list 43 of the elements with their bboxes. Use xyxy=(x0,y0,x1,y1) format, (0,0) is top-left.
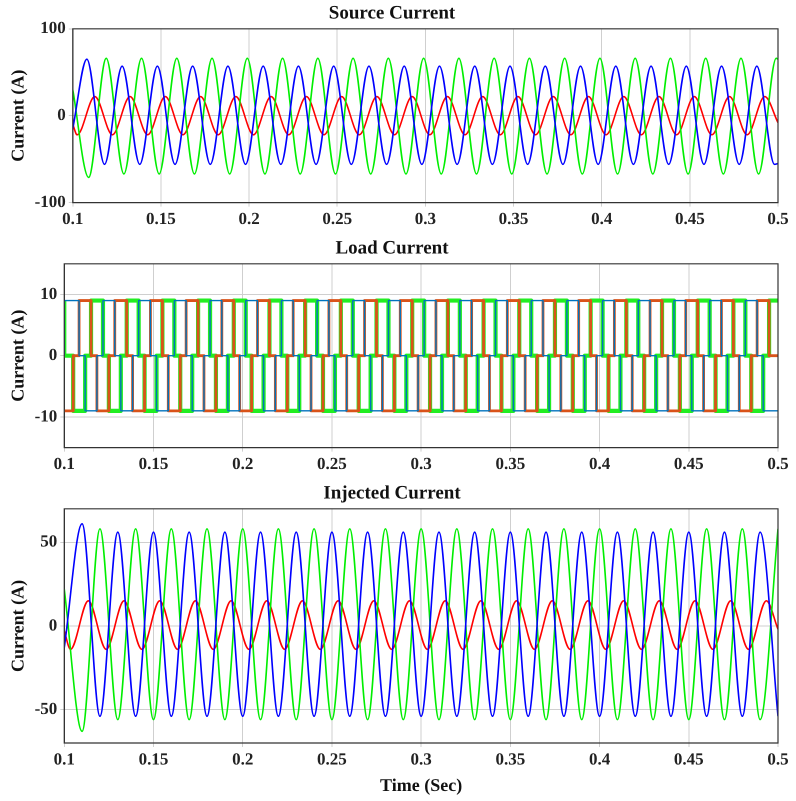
y-tick-label: 0 xyxy=(48,345,58,364)
y-tick-label: 0 xyxy=(48,615,58,634)
x-tick-label: 0.45 xyxy=(674,454,704,474)
y-tick-label: 50 xyxy=(40,532,58,551)
x-tick-label: 0.2 xyxy=(238,209,260,228)
x-tick-label: 0.3 xyxy=(410,750,432,769)
x-tick-label: 0.1 xyxy=(62,209,84,228)
y-tick-label: 100 xyxy=(40,18,66,38)
chart-title: Load Current xyxy=(335,237,450,258)
x-tick-label: 0.5 xyxy=(767,209,789,228)
y-axis-title: Current (A) xyxy=(7,70,28,162)
x-tick-label: 0.15 xyxy=(146,209,176,228)
y-tick-label: 10 xyxy=(40,284,58,303)
x-tick-label: 0.15 xyxy=(138,454,168,474)
x-tick-label: 0.5 xyxy=(767,750,789,769)
y-tick-label: -10 xyxy=(34,406,58,426)
x-tick-label: 0.45 xyxy=(674,750,704,769)
x-tick-label: 0.2 xyxy=(232,454,254,474)
x-tick-label: 0.4 xyxy=(591,209,613,228)
y-axis-title: Current (A) xyxy=(7,580,28,672)
x-tick-label: 0.1 xyxy=(54,750,75,769)
x-tick-label: 0.35 xyxy=(495,454,526,474)
y-tick-label: -50 xyxy=(34,698,58,718)
x-tick-label: 0.15 xyxy=(138,750,168,769)
x-tick-label: 0.4 xyxy=(588,454,611,474)
x-tick-label: 0.35 xyxy=(498,209,528,228)
x-tick-label: 0.2 xyxy=(232,750,254,769)
x-axis-title: Time (Sec) xyxy=(380,774,462,795)
y-axis-title: Current (A) xyxy=(7,310,28,402)
x-tick-label: 0.3 xyxy=(410,454,432,474)
x-tick-label: 0.25 xyxy=(317,454,347,474)
x-tick-label: 0.25 xyxy=(317,750,347,769)
x-tick-label: 0.3 xyxy=(414,209,436,228)
x-tick-label: 0.4 xyxy=(588,750,611,769)
y-tick-label: 0 xyxy=(57,105,66,124)
x-tick-label: 0.35 xyxy=(495,750,526,769)
chart-title: Source Current xyxy=(328,2,456,24)
x-tick-label: 0.5 xyxy=(767,454,789,474)
chart-title: Injected Current xyxy=(323,482,462,504)
x-tick-label: 0.25 xyxy=(322,209,352,228)
x-tick-label: 0.45 xyxy=(674,209,705,228)
y-tick-label: -100 xyxy=(34,192,66,211)
x-tick-label: 0.1 xyxy=(54,454,75,474)
